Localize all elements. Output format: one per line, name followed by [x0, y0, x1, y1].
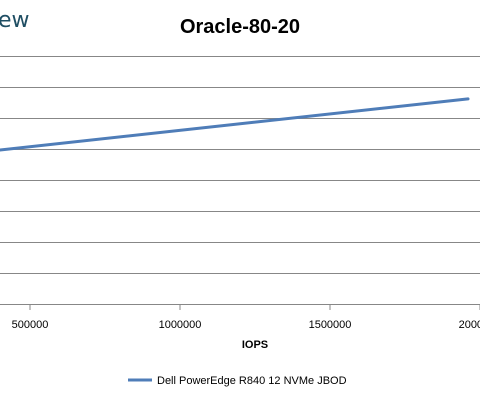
chart-title: Oracle-80-20: [180, 16, 300, 38]
series-line: [0, 97, 470, 152]
legend-label: Dell PowerEdge R840 12 NVMe JBOD: [157, 375, 347, 387]
gridlines: [0, 56, 480, 305]
legend: Dell PowerEdge R840 12 NVMe JBOD: [128, 375, 347, 387]
x-tick-label: 2000000: [459, 319, 480, 331]
x-tick-label: 1000000: [159, 319, 202, 331]
logo-text: ew: [0, 8, 30, 33]
x-tick-label: 500000: [12, 319, 49, 331]
series-layer: [0, 97, 470, 152]
x-tick-label: 1500000: [309, 319, 352, 331]
x-axis-label: IOPS: [242, 339, 268, 351]
x-axis-ticks: 500000 1000000 1500000 2000000: [12, 305, 480, 331]
